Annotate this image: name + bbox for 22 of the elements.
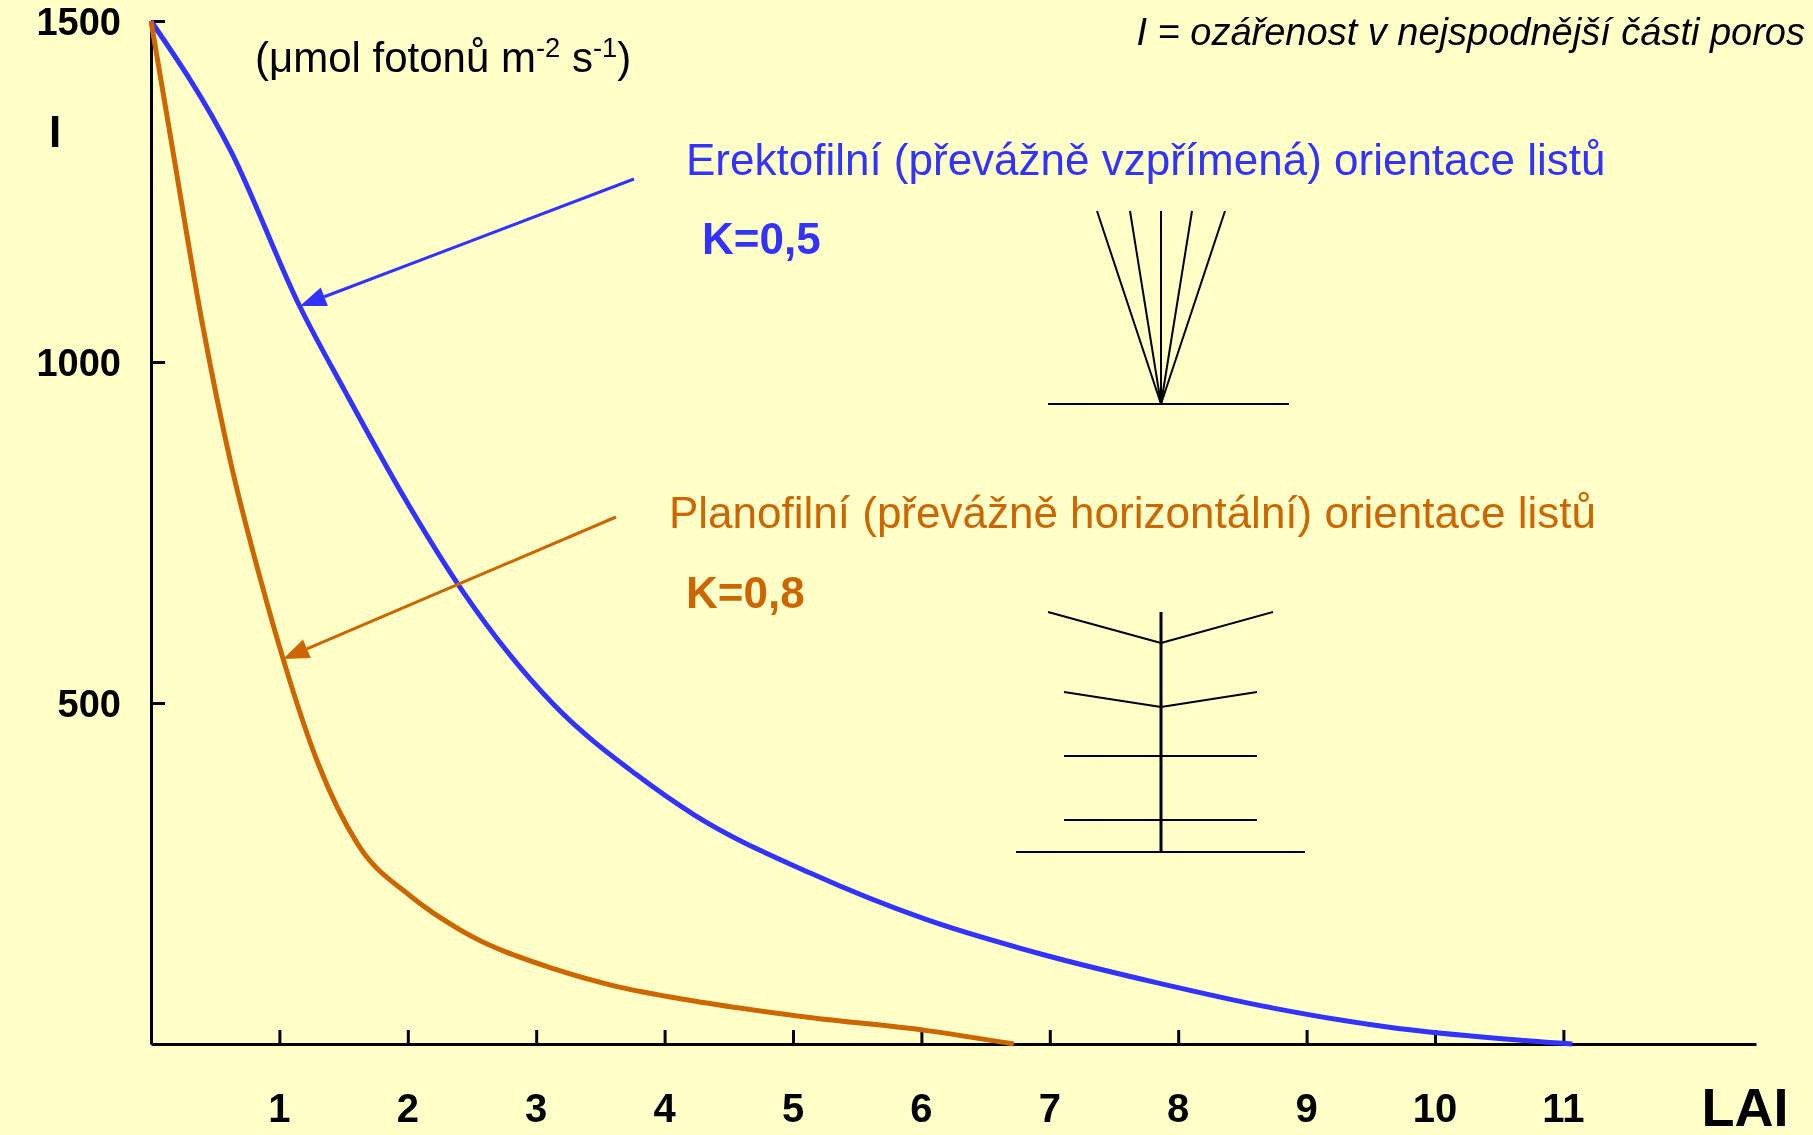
x-tick-label: 2 <box>396 1086 419 1130</box>
y-axis-title: I <box>48 107 62 156</box>
x-tick-label: 10 <box>1412 1086 1458 1130</box>
chart-subtitle: (μmol fotonů m$^{-2}$ s$^{-1}$) <box>255 31 632 81</box>
annotation: K=0,5 <box>702 214 821 263</box>
x-tick-label: 3 <box>525 1086 548 1130</box>
x-tick-label: 9 <box>1295 1086 1318 1130</box>
text: Planofilní (převážně horizontální) orientace listů <box>669 488 1596 537</box>
annotation: K=0,8 <box>686 568 805 617</box>
x-tick-label: 7 <box>1038 1086 1061 1130</box>
x-tick-label: 1 <box>268 1086 291 1130</box>
x-tick-label: 4 <box>653 1086 677 1130</box>
x-tick-label: 5 <box>781 1086 805 1130</box>
x-tick-label: 11 <box>1542 1086 1585 1130</box>
y-tick-label: 500 <box>57 683 121 725</box>
text: Erektofilní (převážně vzpřímená) orientace listů <box>686 135 1606 184</box>
x-tick-label: 6 <box>910 1086 933 1130</box>
chart-title: I = ozářenost v nejspodnější části poros <box>1136 11 1805 53</box>
y-tick-label: 1500 <box>36 1 121 43</box>
y-tick-label: 1000 <box>36 342 121 384</box>
x-axis-title: LAI <box>1701 1077 1789 1135</box>
x-tick-label: 8 <box>1167 1086 1190 1130</box>
